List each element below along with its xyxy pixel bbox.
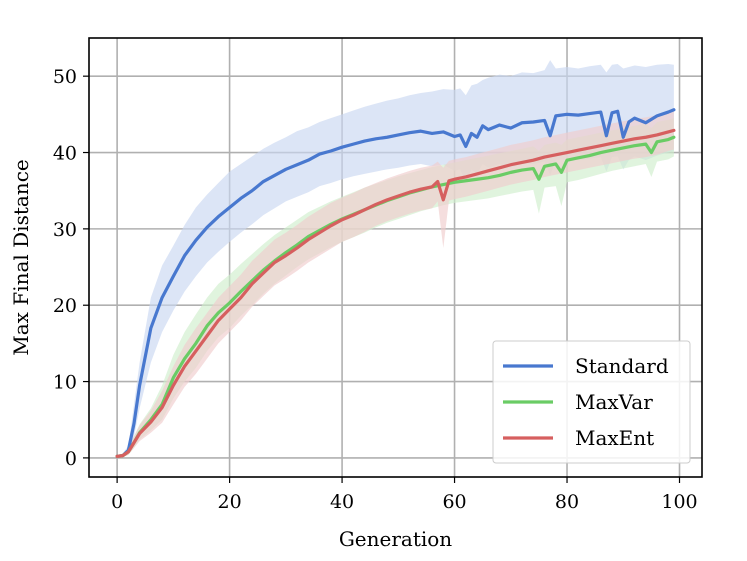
maxent-band (117, 111, 674, 458)
series-lines (115, 108, 676, 458)
legend-label-maxent: MaxEnt (575, 426, 654, 450)
legend: Standard MaxVar MaxEnt (492, 340, 691, 464)
x-axis-ticks: 0 20 40 60 80 100 (111, 477, 698, 513)
y-tick-label: 50 (53, 66, 77, 88)
x-tick-label: 60 (442, 491, 466, 513)
y-tick-label: 40 (53, 143, 77, 165)
x-tick-label: 80 (555, 491, 579, 513)
standard-line (115, 108, 676, 458)
y-tick-label: 30 (53, 219, 77, 241)
plot-frame (88, 37, 703, 478)
x-axis-label: Generation (339, 527, 452, 551)
legend-label-maxvar: MaxVar (575, 390, 653, 414)
y-tick-label: 10 (53, 372, 77, 394)
x-tick-label: 100 (661, 491, 697, 513)
y-tick-label: 0 (65, 448, 77, 470)
maxent-line (115, 128, 676, 458)
y-axis-label: Max Final Distance (9, 159, 33, 355)
legend-box (492, 340, 691, 464)
y-tick-label: 20 (53, 295, 77, 317)
x-tick-label: 0 (111, 491, 123, 513)
legend-label-standard: Standard (575, 354, 669, 378)
x-tick-label: 40 (330, 491, 354, 513)
x-tick-label: 20 (218, 491, 242, 513)
y-axis-ticks: 0 10 20 30 40 50 (53, 66, 89, 470)
